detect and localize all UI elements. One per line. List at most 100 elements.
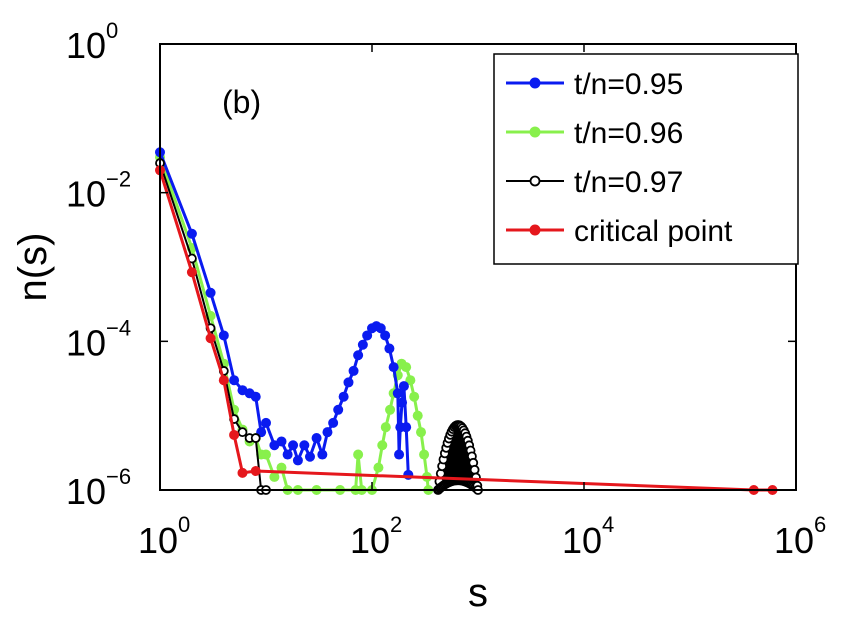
data-point	[357, 339, 368, 350]
x-tick-base: 10	[138, 520, 178, 561]
data-point	[276, 436, 287, 447]
y-tick-exponent: −2	[106, 167, 131, 192]
data-point	[229, 375, 240, 386]
y-tick-base: 10	[66, 25, 106, 66]
data-point	[229, 429, 240, 440]
data-point	[322, 427, 333, 438]
y-tick-base: 10	[66, 174, 106, 215]
data-point	[218, 375, 229, 386]
x-tick-label: 10 4	[562, 512, 614, 561]
data-point	[384, 343, 395, 354]
data-point	[282, 449, 293, 460]
data-point	[338, 391, 349, 402]
data-point	[394, 449, 405, 460]
data-point	[186, 228, 197, 239]
x-axis-label: s	[468, 571, 488, 615]
data-point	[186, 267, 197, 278]
x-tick-base: 10	[350, 520, 390, 561]
data-point	[380, 330, 391, 341]
y-tick-exponent: −6	[106, 464, 131, 489]
data-point	[373, 462, 384, 473]
y-tick-label: 10 −4	[66, 315, 131, 363]
legend-item: t/n=0.96	[506, 117, 683, 150]
x-tick-label: 10 6	[774, 512, 826, 561]
legend-marker	[529, 77, 541, 89]
y-tick-base: 10	[66, 471, 106, 512]
data-point	[380, 422, 391, 433]
data-point	[469, 464, 480, 475]
data-point	[419, 449, 430, 460]
data-point	[250, 433, 261, 443]
data-point	[362, 330, 373, 341]
legend-label: t/n=0.97	[574, 166, 683, 199]
legend-item: t/n=0.97	[506, 166, 683, 199]
legend-label: t/n=0.95	[574, 68, 683, 101]
data-point	[237, 427, 248, 438]
data-point	[237, 467, 248, 478]
y-tick-label: 10 −6	[66, 464, 131, 512]
series-critical point	[155, 165, 778, 495]
data-point	[353, 350, 364, 361]
y-tick-base: 10	[66, 322, 106, 363]
x-tick-base: 10	[774, 520, 814, 561]
data-point	[218, 330, 229, 341]
data-point	[409, 391, 420, 402]
data-point	[385, 404, 396, 415]
y-tick-label: 10 0	[66, 18, 118, 66]
data-point	[292, 455, 303, 466]
y-tick-exponent: −4	[106, 315, 131, 340]
data-point	[304, 451, 315, 462]
series-line	[158, 156, 430, 492]
series-t/n=0.95	[155, 147, 414, 480]
data-point	[412, 410, 423, 421]
legend-marker	[529, 224, 541, 236]
data-point	[401, 422, 412, 433]
series-line	[158, 151, 410, 475]
data-point	[250, 466, 261, 477]
legend-label: critical point	[574, 215, 733, 248]
x-tick-label: 10 0	[138, 512, 190, 561]
legend-marker	[529, 126, 541, 138]
x-tick-exponent: 4	[602, 512, 614, 537]
data-point	[405, 375, 416, 386]
data-point	[353, 449, 364, 460]
y-tick-exponent: 0	[106, 18, 118, 43]
data-point	[205, 287, 216, 298]
data-point	[250, 391, 261, 402]
y-axis-label: n(s)	[11, 233, 55, 302]
data-point	[261, 417, 271, 428]
data-point	[375, 323, 386, 334]
data-point	[328, 417, 339, 428]
data-point	[343, 377, 354, 388]
data-point	[205, 333, 216, 344]
data-point	[317, 449, 328, 460]
x-tick-label: 10 2	[350, 512, 402, 561]
data-point	[333, 404, 344, 415]
tick-layer: 10 0 10 2 10 4 10 610 010 −210 −410 −6	[66, 18, 826, 561]
data-point	[269, 471, 280, 482]
data-point	[401, 362, 412, 373]
legend-marker	[529, 175, 541, 187]
panel-annotation: (b)	[222, 84, 261, 120]
data-point	[276, 462, 287, 473]
x-tick-base: 10	[562, 520, 602, 561]
data-point	[299, 440, 310, 451]
data-point	[398, 381, 409, 392]
plot-frame	[159, 43, 797, 491]
data-point	[348, 365, 359, 376]
x-tick-exponent: 0	[178, 512, 190, 537]
data-point	[261, 449, 271, 460]
data-point	[288, 440, 299, 451]
legend: t/n=0.95 t/n=0.96 t/n=0.97 critical point	[493, 53, 799, 265]
data-point	[416, 427, 427, 438]
y-tick-label: 10 −2	[66, 167, 131, 215]
x-tick-exponent: 6	[814, 512, 826, 537]
data-point	[392, 388, 403, 399]
x-tick-exponent: 2	[390, 512, 402, 537]
legend-label: t/n=0.96	[574, 117, 683, 150]
series-line	[159, 162, 266, 491]
legend-item: t/n=0.95	[506, 68, 683, 101]
data-point	[377, 440, 388, 451]
data-point	[397, 397, 408, 408]
